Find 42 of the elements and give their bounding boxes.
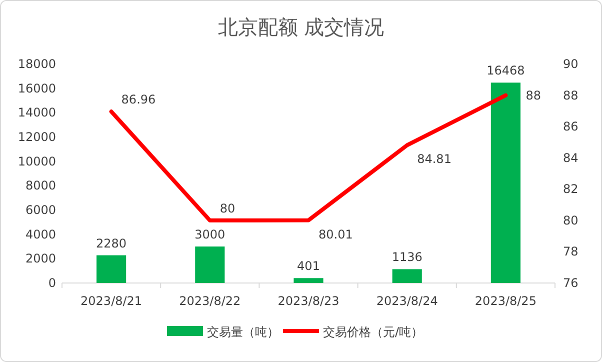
legend-label: 交易量（吨） (207, 325, 279, 339)
x-tick-label: 2023/8/24 (376, 294, 438, 308)
data-label: 86.96 (121, 92, 156, 107)
bar (96, 255, 126, 283)
y2-tick-label: 78 (563, 244, 578, 259)
y2-tick-label: 88 (563, 88, 578, 102)
y2-tick-label: 76 (563, 276, 578, 290)
y-tick-label: 12000 (18, 130, 56, 144)
data-label: 84.81 (417, 152, 452, 166)
x-tick-label: 2023/8/21 (80, 294, 142, 308)
data-label: 3000 (194, 228, 226, 242)
y-tick-label: 8000 (25, 178, 56, 193)
line-series (109, 93, 508, 222)
bar (392, 269, 422, 283)
bar (294, 278, 324, 283)
y-tick-label: 18000 (18, 57, 56, 71)
x-tick-label: 2023/8/22 (179, 294, 241, 308)
data-label: 401 (297, 259, 320, 274)
data-label: 16468 (486, 64, 525, 78)
y2-tick-label: 84 (563, 150, 578, 165)
x-tick-label: 2023/8/25 (474, 294, 536, 308)
y-tick-label: 6000 (25, 203, 56, 217)
y-tick-label: 4000 (25, 227, 56, 242)
y2-tick-label: 80 (563, 213, 578, 228)
y-tick-label: 2000 (25, 252, 56, 266)
y2-tick-label: 86 (563, 120, 578, 134)
bar (490, 82, 520, 283)
data-label: 2280 (96, 236, 127, 250)
data-label: 80.01 (318, 227, 353, 242)
chart-title: 北京配额 成交情况 (218, 15, 384, 39)
y2-tick-label: 82 (563, 182, 578, 196)
y2-tick-label: 90 (563, 57, 578, 71)
y-tick-label: 16000 (18, 81, 56, 96)
bar (195, 246, 225, 283)
data-label: 1136 (392, 250, 422, 264)
data-label: 88 (526, 88, 541, 102)
x-tick-label: 2023/8/23 (278, 294, 340, 308)
y-tick-label: 10000 (18, 154, 56, 168)
data-label: 80 (220, 201, 236, 216)
legend-label: 交易价格（元/吨） (323, 325, 424, 339)
y-tick-label: 14000 (18, 106, 56, 120)
y-tick-label: 0 (48, 276, 56, 290)
